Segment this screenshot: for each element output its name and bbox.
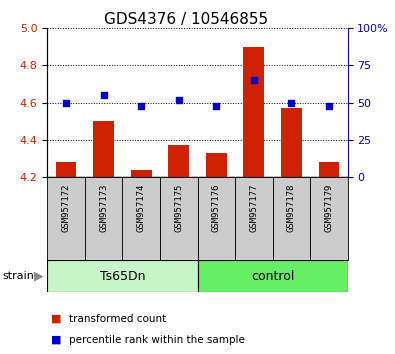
Text: Ts65Dn: Ts65Dn: [100, 270, 145, 282]
Bar: [281, 108, 302, 177]
Bar: [198, 260, 348, 292]
Text: GSM957174: GSM957174: [137, 184, 146, 232]
Text: ■: ■: [51, 335, 62, 345]
Bar: [198, 177, 235, 260]
Text: GSM957173: GSM957173: [99, 184, 108, 232]
Point: [288, 100, 295, 105]
Bar: [47, 177, 85, 260]
Text: strain: strain: [2, 271, 34, 281]
Text: GDS4376 / 10546855: GDS4376 / 10546855: [103, 12, 268, 27]
Point: [175, 97, 182, 103]
Bar: [318, 162, 339, 177]
Bar: [56, 162, 77, 177]
Bar: [243, 47, 264, 177]
Point: [100, 92, 107, 98]
Point: [251, 78, 257, 83]
Text: GSM957177: GSM957177: [249, 184, 258, 232]
Text: percentile rank within the sample: percentile rank within the sample: [69, 335, 245, 345]
Bar: [160, 177, 198, 260]
Text: GSM957176: GSM957176: [212, 184, 221, 232]
Text: control: control: [251, 270, 294, 282]
Point: [213, 103, 220, 108]
Bar: [310, 177, 348, 260]
Text: GSM957179: GSM957179: [324, 184, 333, 232]
Bar: [47, 260, 198, 292]
Text: transformed count: transformed count: [69, 314, 166, 324]
Text: GSM957172: GSM957172: [62, 184, 71, 232]
Bar: [85, 177, 122, 260]
Bar: [168, 145, 189, 177]
Point: [63, 100, 70, 105]
Text: GSM957175: GSM957175: [174, 184, 183, 232]
Bar: [235, 177, 273, 260]
Bar: [273, 177, 310, 260]
Point: [326, 103, 332, 108]
Text: GSM957178: GSM957178: [287, 184, 296, 232]
Point: [138, 103, 145, 108]
Bar: [206, 153, 227, 177]
Bar: [122, 177, 160, 260]
Text: ■: ■: [51, 314, 62, 324]
Bar: [93, 121, 114, 177]
Bar: [131, 170, 152, 177]
Text: ▶: ▶: [34, 270, 43, 282]
